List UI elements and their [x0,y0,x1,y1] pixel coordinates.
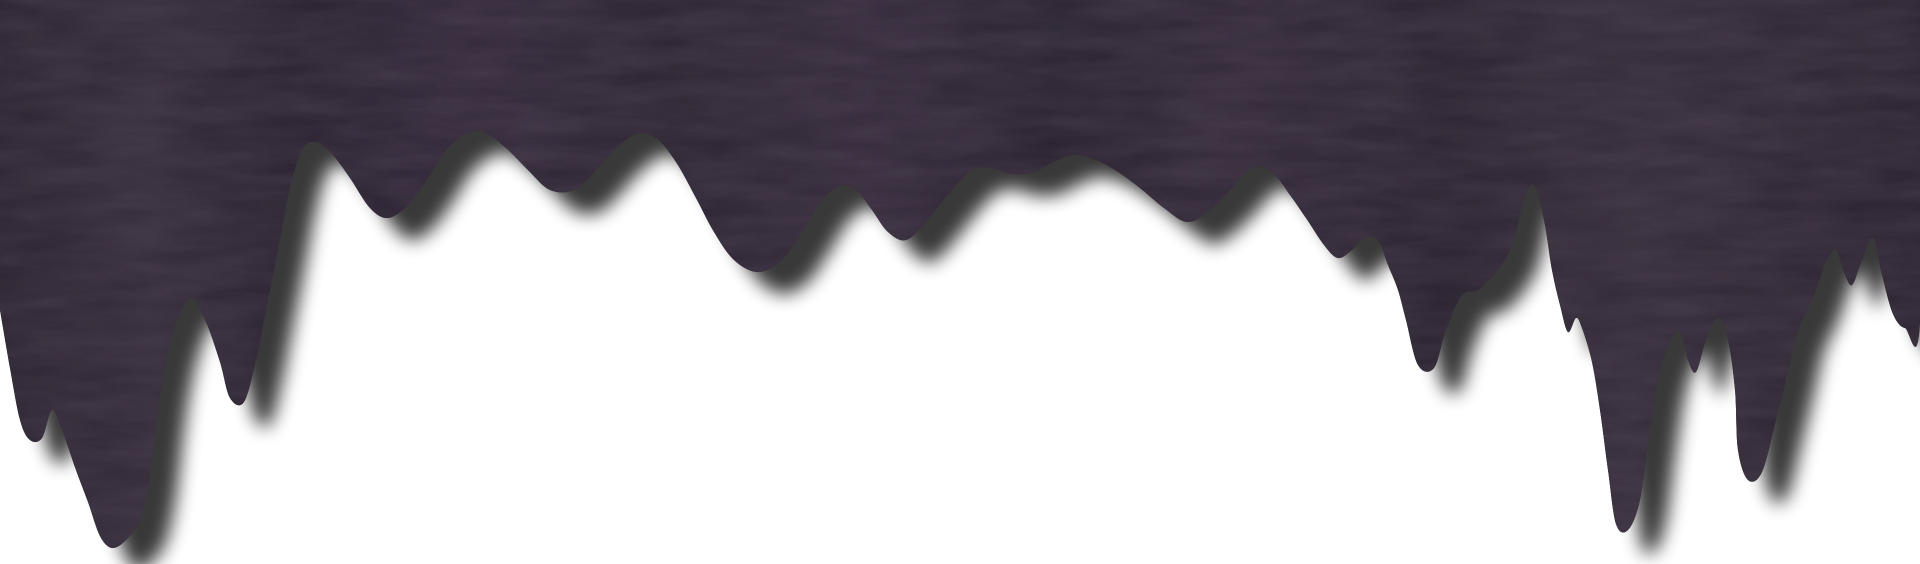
drip-grain-texture [0,0,1920,549]
dripping-paint-banner [0,0,1920,549]
drip-texture-group [0,0,1920,549]
drip-banner-canvas [0,0,1920,549]
